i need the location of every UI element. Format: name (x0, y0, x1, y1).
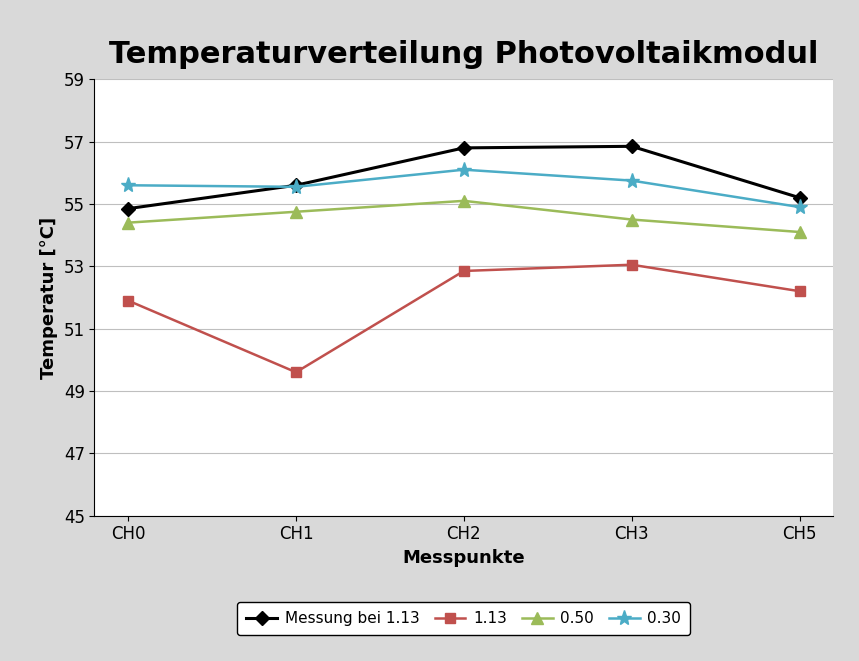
1.13 (626, 260, 637, 268)
0.30 (795, 203, 805, 211)
Line: 1.13: 1.13 (123, 260, 805, 377)
Title: Temperaturverteilung Photovoltaikmodul: Temperaturverteilung Photovoltaikmodul (109, 40, 819, 69)
1.13 (291, 368, 302, 376)
Line: Messung bei 1.13: Messung bei 1.13 (123, 141, 805, 214)
1.13 (123, 297, 133, 305)
0.30 (459, 166, 469, 174)
0.50 (459, 197, 469, 205)
0.30 (626, 176, 637, 184)
Messung bei 1.13 (291, 181, 302, 189)
1.13 (795, 288, 805, 295)
Messung bei 1.13 (795, 194, 805, 202)
Line: 0.30: 0.30 (120, 162, 807, 215)
0.50 (795, 228, 805, 236)
Messung bei 1.13 (626, 142, 637, 150)
Messung bei 1.13 (123, 205, 133, 213)
Line: 0.50: 0.50 (123, 195, 805, 237)
0.50 (626, 215, 637, 223)
Legend: Messung bei 1.13, 1.13, 0.50, 0.30: Messung bei 1.13, 1.13, 0.50, 0.30 (237, 602, 691, 635)
0.30 (123, 181, 133, 189)
X-axis label: Messpunkte: Messpunkte (403, 549, 525, 567)
0.50 (123, 219, 133, 227)
Messung bei 1.13 (459, 144, 469, 152)
1.13 (459, 267, 469, 275)
0.50 (291, 208, 302, 215)
0.30 (291, 183, 302, 191)
Y-axis label: Temperatur [°C]: Temperatur [°C] (40, 216, 58, 379)
